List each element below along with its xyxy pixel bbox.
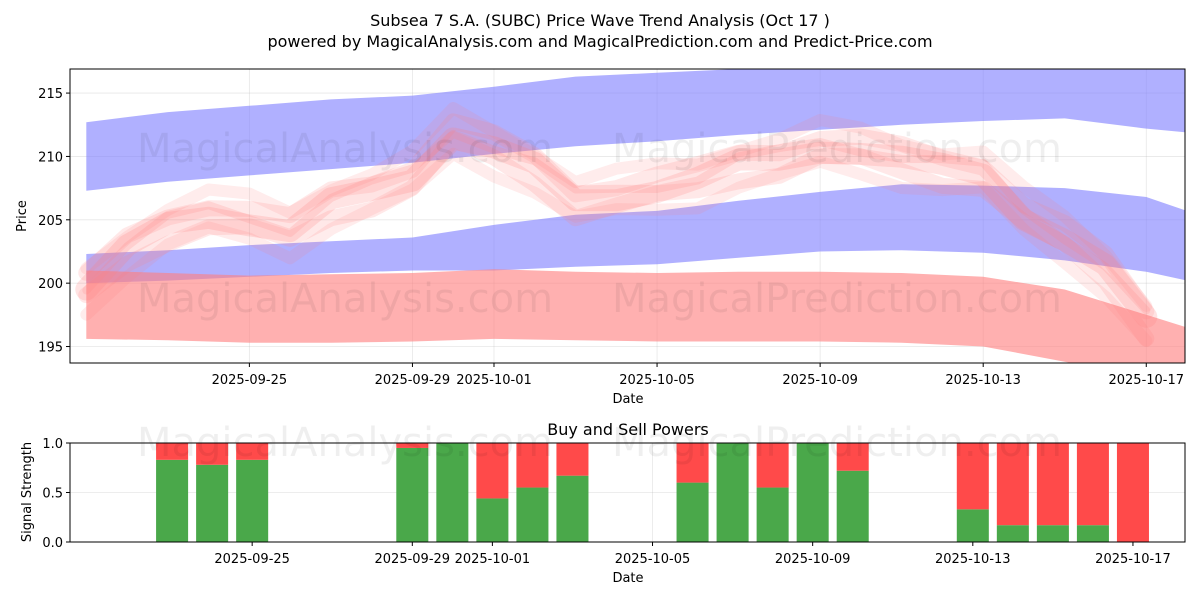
top-bands — [86, 69, 1185, 363]
bottom-y-tick-label-0: 0.0 — [42, 536, 63, 551]
sell-bar-16 — [1076, 443, 1109, 526]
top-plot-border — [69, 68, 1186, 364]
buy-bar-12 — [836, 470, 869, 542]
bottom-y-axis-label: Signal Strength — [20, 442, 35, 542]
bottom-bars — [156, 443, 1149, 542]
wave-path-5 — [82, 129, 1151, 315]
wave-path-2 — [78, 131, 1155, 347]
watermark-magical-analysis-top: MagicalAnalysis.com — [137, 126, 553, 172]
band-1 — [86, 184, 1185, 284]
top-x-tick-label-0: 2025-09-25 — [212, 373, 288, 388]
top-x-tick-label-3: 2025-10-05 — [619, 373, 695, 388]
sell-bar-10 — [756, 443, 789, 488]
buy-bar-13 — [956, 509, 989, 542]
sell-bar-8 — [676, 443, 709, 483]
buy-bar-6 — [516, 487, 549, 542]
buy-bar-9 — [716, 443, 749, 542]
top-x-tick-label-6: 2025-10-17 — [1108, 373, 1184, 388]
top-y-tick-label-2: 205 — [38, 214, 63, 229]
watermark-magical-prediction-top: MagicalPrediction.com — [612, 126, 1062, 172]
bottom-y-tick-label-1: 0.5 — [42, 487, 63, 502]
sell-bar-12 — [836, 443, 869, 471]
buy-bar-1 — [196, 464, 229, 542]
top-x-tick-label-1: 2025-09-29 — [375, 373, 451, 388]
bottom-x-tick-label-1: 2025-09-29 — [375, 552, 451, 567]
sell-bar-0 — [156, 443, 189, 460]
buy-bar-5 — [476, 498, 509, 542]
bottom-x-tick-label-2: 2025-10-01 — [455, 552, 531, 567]
sell-bar-17 — [1116, 443, 1149, 542]
bottom-x-tick-label-0: 2025-09-25 — [214, 552, 290, 567]
sell-bar-14 — [996, 443, 1029, 526]
buy-bar-0 — [156, 459, 189, 542]
top-watermarks: MagicalAnalysis.com MagicalPrediction.co… — [137, 126, 1062, 322]
bottom-x-tick-label-4: 2025-10-09 — [775, 552, 851, 567]
buy-bar-3 — [396, 447, 429, 542]
bottom-x-ticks: 2025-09-25 2025-09-29 2025-10-01 2025-10-05… — [214, 542, 1171, 567]
top-y-tick-label-1: 200 — [38, 277, 63, 292]
top-y-tick-label-4: 215 — [38, 87, 63, 102]
chart-title: Subsea 7 S.A. (SUBC) Price Wave Trend An… — [370, 11, 830, 30]
top-x-ticks: 2025-09-25 2025-09-29 2025-10-01 2025-10-05… — [212, 363, 1184, 388]
bottom-chart-title: Buy and Sell Powers — [547, 420, 709, 439]
buy-bar-7 — [556, 475, 589, 542]
top-y-tick-label-0: 195 — [38, 341, 63, 356]
bottom-x-tick-label-5: 2025-10-13 — [935, 552, 1011, 567]
wave-path-3 — [80, 102, 1153, 312]
sell-bar-15 — [1036, 443, 1069, 526]
bottom-x-tick-label-6: 2025-10-17 — [1095, 552, 1171, 567]
wave-path-0 — [75, 127, 1158, 328]
top-y-ticks: 195 200 205 210 215 — [38, 87, 70, 356]
top-y-axis-label: Price — [15, 200, 30, 232]
sell-bar-1 — [196, 443, 229, 465]
buy-bar-10 — [756, 487, 789, 542]
sell-bar-3 — [396, 443, 429, 448]
sell-bar-7 — [556, 443, 589, 476]
bottom-x-tick-label-3: 2025-10-05 — [615, 552, 691, 567]
top-x-tick-label-2: 2025-10-01 — [456, 373, 532, 388]
top-y-tick-label-3: 210 — [38, 150, 63, 165]
buy-bar-2 — [236, 459, 269, 542]
buy-bar-8 — [676, 482, 709, 542]
chart-subtitle: powered by MagicalAnalysis.com and Magic… — [267, 32, 932, 51]
sell-bar-13 — [956, 443, 989, 510]
top-wave-paths — [75, 102, 1158, 347]
buy-bar-16 — [1076, 525, 1109, 542]
buy-sell-plot: Buy and Sell Powers MagicalAnalysis.com … — [20, 420, 1186, 586]
top-x-axis-label: Date — [612, 392, 643, 407]
bottom-y-ticks: 0.0 0.5 1.0 — [42, 437, 70, 551]
buy-bar-4 — [436, 443, 469, 542]
price-wave-plot: MagicalAnalysis.com MagicalPrediction.co… — [15, 68, 1186, 407]
sell-bar-6 — [516, 443, 549, 488]
band-0 — [86, 69, 1185, 191]
buy-bar-11 — [796, 443, 829, 542]
buy-bar-15 — [1036, 525, 1069, 542]
buy-bar-14 — [996, 525, 1029, 542]
bottom-x-axis-label: Date — [612, 571, 643, 586]
wave-path-1 — [78, 113, 1155, 320]
top-x-tick-label-4: 2025-10-09 — [782, 373, 858, 388]
top-x-tick-label-5: 2025-10-13 — [945, 373, 1021, 388]
bottom-y-tick-label-2: 1.0 — [42, 437, 63, 452]
band-2 — [86, 269, 1185, 363]
watermark-magical-analysis-mid: MagicalAnalysis.com — [137, 276, 553, 322]
sell-bar-5 — [476, 443, 509, 499]
wave-path-4 — [80, 147, 1153, 347]
watermark-magical-prediction-mid: MagicalPrediction.com — [612, 276, 1062, 322]
sell-bar-2 — [236, 443, 269, 460]
